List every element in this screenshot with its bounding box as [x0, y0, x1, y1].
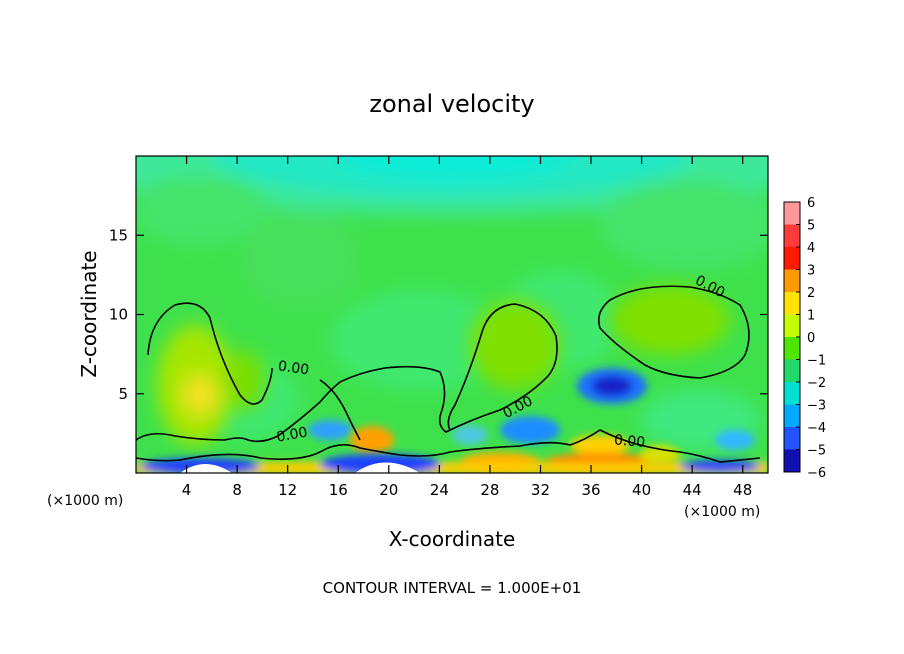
colorbar-label: −2	[807, 376, 826, 391]
colorbar-swatch	[784, 449, 800, 472]
x-tick-label: 4	[182, 481, 192, 499]
colorbar-swatch	[784, 202, 800, 225]
x-axis-label: X-coordinate	[389, 527, 516, 551]
colorbar-label: 0	[807, 331, 815, 346]
colorbar-swatch	[784, 382, 800, 405]
colorbar: 6 5 4 3 2 1 0 −1 −2 −3 −4 −5 −6	[783, 196, 826, 481]
colorbar-label: 4	[807, 241, 815, 256]
y-tick-label: 15	[109, 226, 128, 244]
colorbar-label: −3	[807, 399, 826, 414]
x-unit-right: (×1000 m)	[684, 504, 760, 520]
colorbar-swatch	[784, 224, 800, 247]
colorbar-swatch	[784, 314, 800, 337]
contour-interval-note: CONTOUR INTERVAL = 1.000E+01	[323, 579, 582, 597]
colorbar-swatch	[784, 427, 800, 450]
y-axis: 5 10 15	[109, 226, 768, 403]
y-axis-label: Z-coordinate	[77, 250, 101, 377]
x-tick-label: 24	[430, 481, 449, 499]
x-tick-label: 32	[531, 481, 550, 499]
x-tick-label: 8	[232, 481, 242, 499]
x-tick-label: 44	[683, 481, 702, 499]
x-tick-label: 40	[632, 481, 651, 499]
x-tick-label: 16	[329, 481, 348, 499]
x-axis: 4 8 12 16 20 24 28 32 36 40 44 48	[182, 156, 752, 499]
colorbar-label: −1	[807, 354, 826, 369]
colorbar-label: −4	[807, 421, 826, 436]
colorbar-swatch	[784, 292, 800, 315]
x-tick-label: 28	[480, 481, 499, 499]
x-tick-label: 36	[581, 481, 600, 499]
colorbar-label: 2	[807, 286, 815, 301]
colorbar-swatch	[784, 269, 800, 292]
y-tick-label: 10	[109, 306, 128, 324]
colorbar-label: 3	[807, 264, 815, 279]
colorbar-label: −6	[807, 466, 826, 481]
colorbar-label: 6	[807, 196, 815, 211]
y-tick-label: 5	[118, 385, 128, 403]
x-tick-label: 20	[379, 481, 398, 499]
contour-label: 0.00	[613, 432, 645, 451]
contour-label: 0.00	[277, 358, 310, 378]
x-unit-left: (×1000 m)	[47, 493, 123, 509]
velocity-field	[136, 156, 768, 473]
x-tick-label: 12	[278, 481, 297, 499]
colorbar-label: 1	[807, 309, 815, 324]
colorbar-swatch	[784, 404, 800, 427]
colorbar-label: −5	[807, 444, 826, 459]
colorbar-swatch	[784, 359, 800, 382]
chart-title: zonal velocity	[369, 90, 534, 118]
colorbar-label: 5	[807, 219, 815, 234]
contour-label: 0.00	[275, 424, 308, 445]
zero-contours	[136, 285, 761, 463]
colorbar-swatch	[784, 337, 800, 360]
x-tick-label: 48	[733, 481, 752, 499]
colorbar-swatch	[784, 247, 800, 270]
